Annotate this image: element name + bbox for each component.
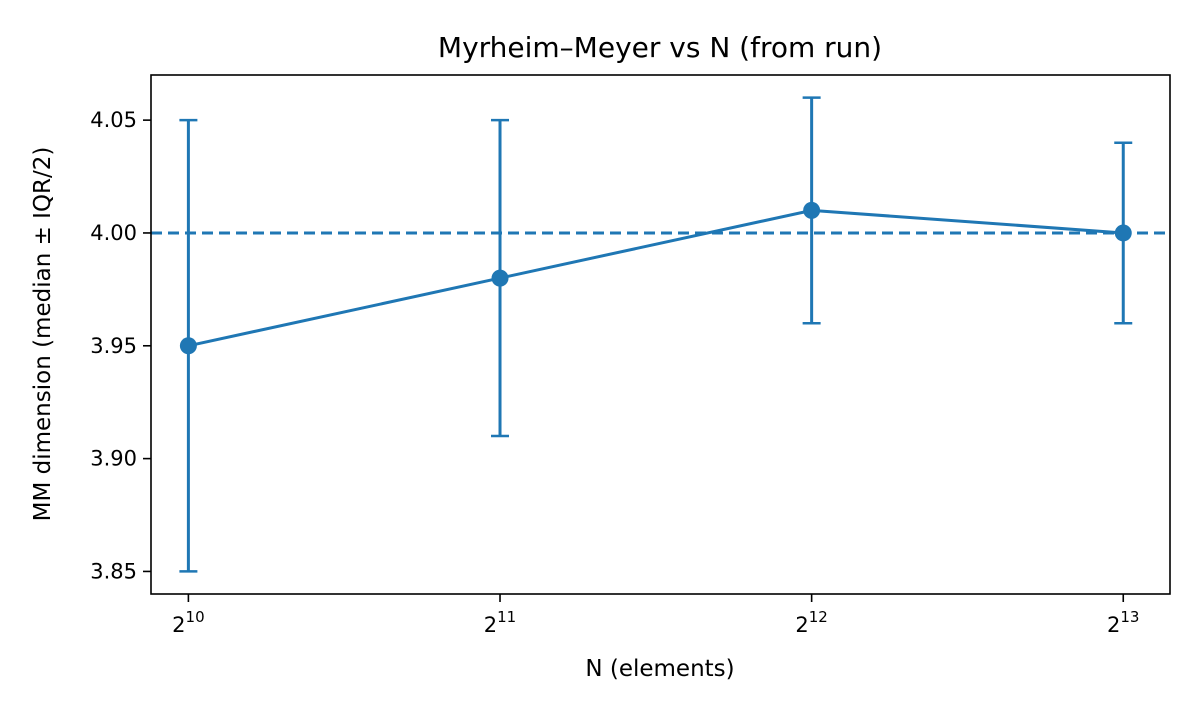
y-tick-label: 3.85 bbox=[90, 559, 137, 583]
data-point bbox=[179, 337, 197, 355]
y-axis: 3.85 3.90 3.95 4.00 4.05 bbox=[90, 108, 151, 583]
x-tick-label: 210 bbox=[172, 608, 204, 637]
y-axis-label: MM dimension (median ± IQR/2) bbox=[30, 147, 56, 522]
plot-frame bbox=[150, 74, 1171, 595]
y-tick-label: 4.05 bbox=[90, 108, 137, 132]
chart-title: Myrheim–Meyer vs N (from run) bbox=[438, 31, 882, 64]
series-line bbox=[188, 208, 1124, 348]
y-tick-label: 3.95 bbox=[90, 334, 137, 358]
data-point bbox=[1114, 224, 1132, 242]
y-tick-label: 4.00 bbox=[90, 221, 137, 245]
y-tick-label: 3.90 bbox=[90, 447, 137, 471]
plot-area bbox=[151, 96, 1170, 573]
data-point bbox=[803, 201, 821, 219]
x-axis: 210 211 212 213 bbox=[172, 594, 1139, 637]
x-tick-label: 212 bbox=[795, 608, 827, 637]
data-point bbox=[491, 269, 509, 287]
x-axis-label: N (elements) bbox=[585, 656, 734, 682]
x-tick-label: 213 bbox=[1107, 608, 1139, 637]
x-tick-label: 211 bbox=[484, 608, 516, 637]
